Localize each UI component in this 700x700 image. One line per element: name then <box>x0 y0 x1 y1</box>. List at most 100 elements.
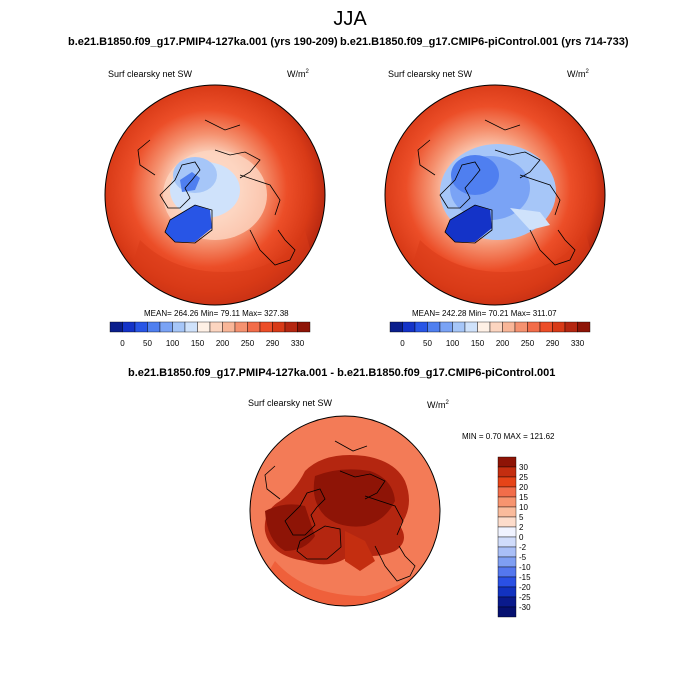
panel1-colorbar-swatch <box>284 321 298 333</box>
panel2-greenland <box>445 205 492 242</box>
panel3-colorbar-tick-label: 25 <box>519 473 528 482</box>
panel3-colorbar-swatch <box>497 496 517 508</box>
panel1-coastlines <box>137 119 296 266</box>
panel3-colorbar-swatch <box>497 466 517 478</box>
panel2-colorbar-tick-label: 200 <box>496 339 510 348</box>
panel1-units: W/m2 <box>287 69 309 79</box>
panel3-colorbar-tick-label: 15 <box>519 493 528 502</box>
panel1-colorbar-tick-label: 150 <box>191 339 205 348</box>
panel3-colorbar-swatch <box>497 536 517 548</box>
panel3-colorbar-tick-label: -15 <box>519 573 531 582</box>
panel2-colorbar-swatch <box>477 321 491 333</box>
panel3-colorbar-swatch <box>497 456 517 468</box>
panel3-colorbar-tick-label: -5 <box>519 553 527 562</box>
panel3-colorbar-tick-label: 10 <box>519 503 528 512</box>
panel3-colorbar-swatch <box>497 516 517 528</box>
panel3-colorbar-tick-label: -30 <box>519 603 531 612</box>
panel1-greenland <box>165 205 212 242</box>
panel3-units: W/m2 <box>427 400 449 410</box>
panel3-map-border <box>249 415 441 607</box>
panel1-stats: MEAN= 264.26 Min= 79.11 Max= 327.38 <box>144 309 289 318</box>
panel1-colorbar-swatch <box>297 321 311 333</box>
panel1-colorbar-swatch <box>222 321 236 333</box>
panel1-colorbar-swatch <box>172 321 186 333</box>
panel3-colorbar-tick-label: 20 <box>519 483 528 492</box>
panel2-colorbar-swatch <box>464 321 478 333</box>
panel3-stats: MIN = 0.70 MAX = 121.62 <box>462 432 555 441</box>
panel2-colorbar-swatch <box>489 321 503 333</box>
panel2-colorbar-tick-label: 290 <box>546 339 560 348</box>
panel1-colorbar-tick-label: 330 <box>291 339 305 348</box>
panel2-colorbar-swatch <box>452 321 466 333</box>
panel1-colorbar-swatch <box>234 321 248 333</box>
panel2-colorbar-tick-label: 100 <box>446 339 460 348</box>
panel1-colorbar-tick-label: 290 <box>266 339 280 348</box>
panel1-colorbar-swatch <box>122 321 136 333</box>
panel2-colorbar-swatch <box>514 321 528 333</box>
panel3-colorbar-tick-label: -25 <box>519 593 531 602</box>
panel2-stats: MEAN= 242.28 Min= 70.21 Max= 311.07 <box>412 309 557 318</box>
panel1-colorbar-tick-label: 100 <box>166 339 180 348</box>
panel3-variable-label: Surf clearsky net SW <box>248 398 333 408</box>
panel2-colorbar-swatch <box>539 321 553 333</box>
panel2-colorbar: 0 50 100 150 200 250 290 330 <box>389 321 591 348</box>
panel3-colorbar-swatch <box>497 546 517 558</box>
panel2-colorbar-swatch <box>439 321 453 333</box>
panel3-colorbar-swatch <box>497 586 517 598</box>
panel2-colorbar-swatch <box>577 321 591 333</box>
panel2-units: W/m2 <box>567 69 589 79</box>
panel2-colorbar-swatch <box>402 321 416 333</box>
panel2-colorbar-swatch <box>527 321 541 333</box>
panel3-colorbar-swatch <box>497 606 517 618</box>
panel3-colorbar-tick-label: 30 <box>519 463 528 472</box>
panel3-colorbar-swatch <box>497 576 517 588</box>
panel1-colorbar-swatch <box>109 321 123 333</box>
panel2-colorbar-swatch <box>414 321 428 333</box>
panel3-colorbar-swatch <box>497 556 517 568</box>
panel1-case-title: b.e21.B1850.f09_g17.PMIP4-127ka.001 (yrs… <box>68 36 338 48</box>
panel1-colorbar-tick-label: 200 <box>216 339 230 348</box>
panel2-case-title: b.e21.B1850.f09_g17.CMIP6-piControl.001 … <box>340 36 629 48</box>
panel3-colorbar-swatch <box>497 476 517 488</box>
panel1-colorbar: 0 50 100 150 200 250 290 330 <box>109 321 311 348</box>
panel2-map <box>384 84 606 306</box>
panel1-colorbar-swatch <box>209 321 223 333</box>
panel1-colorbar-swatch <box>147 321 161 333</box>
panel2-coastlines <box>417 119 576 266</box>
panel2-map-border <box>384 84 606 306</box>
panel2-colorbar-tick-label: 50 <box>423 339 432 348</box>
panel3-colorbar-tick-label: 2 <box>519 523 524 532</box>
panel2-colorbar-tick-label: 150 <box>471 339 485 348</box>
panel3-colorbar-tick-label: -20 <box>519 583 531 592</box>
panel3-colorbar-swatch <box>497 566 517 578</box>
panel3-colorbar-swatch <box>497 526 517 538</box>
panel2-variable-label: Surf clearsky net SW <box>388 69 473 79</box>
panel1-map <box>104 84 326 306</box>
panel2-colorbar-tick-label: 0 <box>400 339 405 348</box>
panel1-colorbar-swatch <box>184 321 198 333</box>
panel3-colorbar-tick-label: 5 <box>519 513 524 522</box>
panel1-variable-label: Surf clearsky net SW <box>108 69 193 79</box>
panel3-colorbar-swatch <box>497 596 517 608</box>
panel2-colorbar-swatch <box>427 321 441 333</box>
panel1-colorbar-tick-label: 250 <box>241 339 255 348</box>
panel1-colorbar-swatch <box>272 321 286 333</box>
panel3-colorbar-swatch <box>497 486 517 498</box>
panel3-map <box>249 415 441 607</box>
panel2-colorbar-tick-label: 250 <box>521 339 535 348</box>
panel3-coastlines <box>264 440 416 582</box>
panel3-case-title: b.e21.B1850.f09_g17.PMIP4-127ka.001 - b.… <box>128 367 556 379</box>
panel2-colorbar-swatch <box>502 321 516 333</box>
panel1-colorbar-swatch <box>159 321 173 333</box>
panel2-colorbar-swatch <box>552 321 566 333</box>
panel1-colorbar-swatch <box>247 321 261 333</box>
panel2-colorbar-swatch <box>564 321 578 333</box>
figure-title: JJA <box>333 8 367 30</box>
panel3-colorbar-tick-label: 0 <box>519 533 524 542</box>
panel1-map-border <box>104 84 326 306</box>
panel1-colorbar-swatch <box>259 321 273 333</box>
panel3-colorbar-tick-label: -2 <box>519 543 527 552</box>
panel1-colorbar-tick-label: 0 <box>120 339 125 348</box>
panel2-colorbar-swatch <box>389 321 403 333</box>
panel1-colorbar-tick-label: 50 <box>143 339 152 348</box>
